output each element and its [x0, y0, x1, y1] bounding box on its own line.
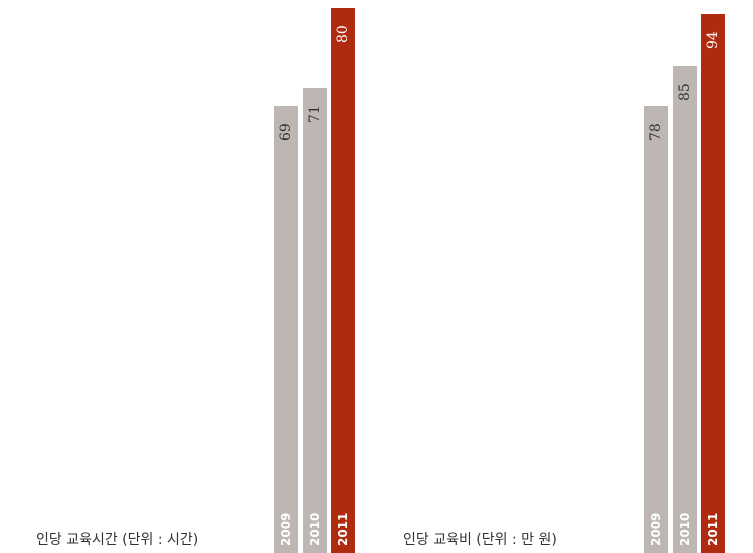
bar-2011: 94 2011 [701, 14, 725, 553]
bar-2010: 71 2010 [302, 88, 327, 553]
bar-value-label: 85 [676, 82, 693, 101]
bar-category-label: 2010 [307, 512, 322, 546]
bar-value-label: 69 [278, 123, 294, 141]
bar-value-label: 80 [335, 25, 351, 43]
bar-category-label: 2010 [677, 512, 692, 546]
bar-category-label: 2011 [706, 512, 720, 546]
bar-category-label: 2011 [336, 512, 350, 546]
bar-value-label: 94 [705, 31, 721, 49]
bar-2009: 69 2009 [274, 106, 298, 553]
chart-panel-education-cost: 인당 교육비 (단위 : 만 원) 78 2009 85 2010 94 2011 [376, 0, 753, 553]
bar-value-label: 78 [648, 123, 664, 141]
bar-2009: 78 2009 [644, 106, 668, 553]
chart-caption: 인당 교육시간 (단위 : 시간) [36, 532, 199, 548]
chart-caption: 인당 교육비 (단위 : 만 원) [403, 532, 557, 548]
bar-value-label: 71 [306, 105, 323, 124]
bar-2010: 85 2010 [672, 65, 697, 553]
bar-category-label: 2009 [279, 512, 293, 546]
chart-panel-education-hours: 인당 교육시간 (단위 : 시간) 69 2009 71 2010 80 2011 [0, 0, 376, 553]
bar-2011: 80 2011 [331, 8, 355, 553]
bar-category-label: 2009 [649, 512, 663, 546]
